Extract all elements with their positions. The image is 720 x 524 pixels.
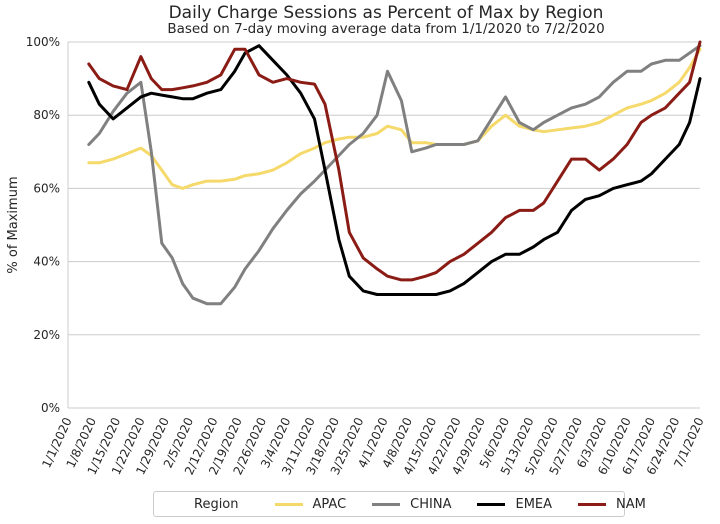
legend-swatch-apac bbox=[274, 502, 303, 506]
legend-item-china: CHINA bbox=[372, 497, 451, 512]
legend-swatch-china bbox=[372, 502, 401, 506]
legend-swatch-nam bbox=[578, 502, 607, 506]
y-tick-label: 0% bbox=[41, 401, 60, 415]
legend-label-emea: EMEA bbox=[515, 496, 553, 512]
series-line-apac bbox=[87, 47, 702, 190]
y-axis-label: % of Maximum bbox=[6, 176, 21, 273]
y-tick-label: 100% bbox=[26, 35, 60, 49]
y-tick-label: 40% bbox=[33, 255, 60, 269]
legend-item-nam: NAM bbox=[578, 497, 646, 512]
legend-label-nam: NAM bbox=[616, 496, 646, 512]
series-line-nam bbox=[87, 40, 702, 282]
chart-title: Daily Charge Sessions as Percent of Max … bbox=[168, 3, 604, 23]
line-chart: 0%20%40%60%80%100%1/1/20201/8/20201/15/2… bbox=[6, 35, 707, 477]
legend-item-emea: EMEA bbox=[477, 497, 552, 512]
series-line-china bbox=[87, 44, 702, 306]
series-line-emea bbox=[87, 44, 702, 296]
legend-swatch-emea bbox=[477, 502, 506, 506]
y-tick-label: 80% bbox=[33, 108, 60, 122]
gridlines bbox=[68, 41, 700, 409]
chart-subtitle: Based on 7-day moving average data from … bbox=[167, 21, 605, 37]
y-tick-label: 20% bbox=[33, 328, 60, 342]
tick-labels: 0%20%40%60%80%100%1/1/20201/8/20201/15/2… bbox=[26, 35, 707, 477]
legend-title: Region bbox=[194, 496, 239, 512]
legend-item-apac: APAC bbox=[274, 496, 347, 512]
legend: Region APAC CHINA EMEA NAM bbox=[153, 491, 646, 517]
legend-label-apac: APAC bbox=[312, 496, 347, 512]
series-lines bbox=[87, 40, 702, 306]
y-tick-label: 60% bbox=[33, 181, 60, 195]
legend-label-china: CHINA bbox=[410, 496, 452, 512]
